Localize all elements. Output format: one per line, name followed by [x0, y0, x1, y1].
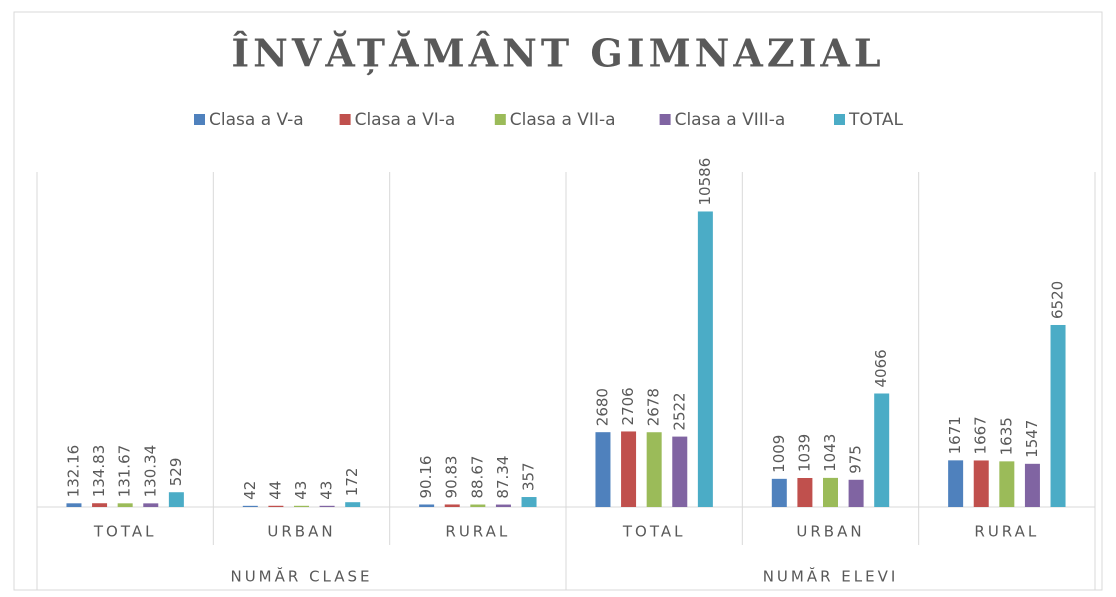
- bar: [999, 461, 1015, 507]
- bar: [92, 503, 108, 507]
- bar: [948, 460, 964, 507]
- data-label: 1667: [972, 416, 990, 454]
- bar: [294, 505, 309, 507]
- bar: [521, 497, 537, 507]
- data-label: 1039: [795, 434, 813, 472]
- data-label: 90.16: [417, 456, 435, 499]
- bar: [672, 436, 688, 507]
- data-label: 2706: [619, 387, 637, 425]
- data-label: 1009: [770, 435, 788, 473]
- bar: [621, 431, 637, 507]
- legend-swatch: [194, 114, 205, 125]
- data-label: 90.83: [443, 456, 461, 499]
- data-label: 529: [167, 458, 185, 487]
- data-label: 43: [318, 481, 336, 500]
- x-tick-label: RURAL: [445, 523, 510, 541]
- chart-title: ÎNVĂȚĂMÂNT GIMNAZIAL: [231, 31, 884, 76]
- bar: [646, 432, 662, 507]
- bar: [470, 504, 486, 507]
- legend-swatch: [494, 114, 506, 125]
- data-label: 1635: [997, 417, 1015, 455]
- bar: [874, 393, 890, 507]
- legend-label: Clasa a VI-a: [355, 110, 456, 130]
- bar: [419, 504, 435, 507]
- bar: [697, 211, 713, 507]
- data-label: 2678: [645, 388, 663, 426]
- x-tick-label: URBAN: [267, 523, 335, 541]
- bar: [495, 504, 511, 507]
- x-tick-label: TOTAL: [93, 523, 157, 541]
- bar: [345, 502, 361, 507]
- data-label: 6520: [1049, 281, 1067, 319]
- bar: [117, 503, 133, 507]
- legend-swatch: [834, 114, 845, 125]
- data-label: 10586: [696, 158, 714, 206]
- bar: [66, 503, 82, 507]
- data-label: 44: [266, 481, 284, 500]
- data-label: 131.67: [116, 445, 134, 498]
- data-label: 1547: [1023, 420, 1041, 458]
- data-label: 1671: [946, 416, 964, 454]
- data-label: 2522: [670, 392, 688, 430]
- data-label: 88.67: [468, 456, 486, 499]
- bar: [143, 503, 159, 507]
- bar: [1024, 463, 1040, 507]
- x-tick-label: TOTAL: [622, 523, 686, 541]
- data-label: 87.34: [494, 456, 512, 499]
- bar: [823, 477, 838, 507]
- bar: [848, 479, 864, 507]
- data-label: 975: [847, 445, 865, 474]
- data-label: 357: [520, 462, 538, 491]
- bar: [444, 504, 460, 507]
- bar: [168, 492, 184, 507]
- bar: [595, 432, 611, 507]
- group-label: NUMĂR CLASE: [230, 567, 372, 586]
- bar: [268, 505, 284, 507]
- x-tick-label: RURAL: [974, 523, 1039, 541]
- legend-label: Clasa a V-a: [209, 110, 304, 130]
- legend-swatch: [659, 114, 671, 125]
- data-label: 134.83: [90, 445, 108, 498]
- group-label: NUMĂR ELEVI: [763, 567, 899, 586]
- data-label: 172: [343, 468, 361, 497]
- data-label: 2680: [593, 388, 611, 426]
- bar: [973, 460, 989, 507]
- data-label: 4066: [872, 349, 890, 387]
- data-label: 130.34: [141, 445, 159, 498]
- legend-label: Clasa a VII-a: [510, 110, 616, 130]
- bar: [1050, 324, 1066, 507]
- data-label: 43: [292, 481, 310, 500]
- legend-label: TOTAL: [848, 110, 903, 130]
- bar: [319, 505, 335, 507]
- x-tick-label: URBAN: [796, 523, 864, 541]
- data-label: 132.16: [64, 445, 82, 498]
- chart-border: [13, 11, 1103, 591]
- bar: [797, 477, 813, 507]
- data-label: 42: [241, 481, 259, 500]
- legend-label: Clasa a VIII-a: [675, 110, 786, 130]
- bar: [771, 478, 787, 507]
- data-label: 1043: [821, 434, 839, 472]
- legend-swatch: [339, 114, 351, 125]
- bar: [242, 505, 258, 507]
